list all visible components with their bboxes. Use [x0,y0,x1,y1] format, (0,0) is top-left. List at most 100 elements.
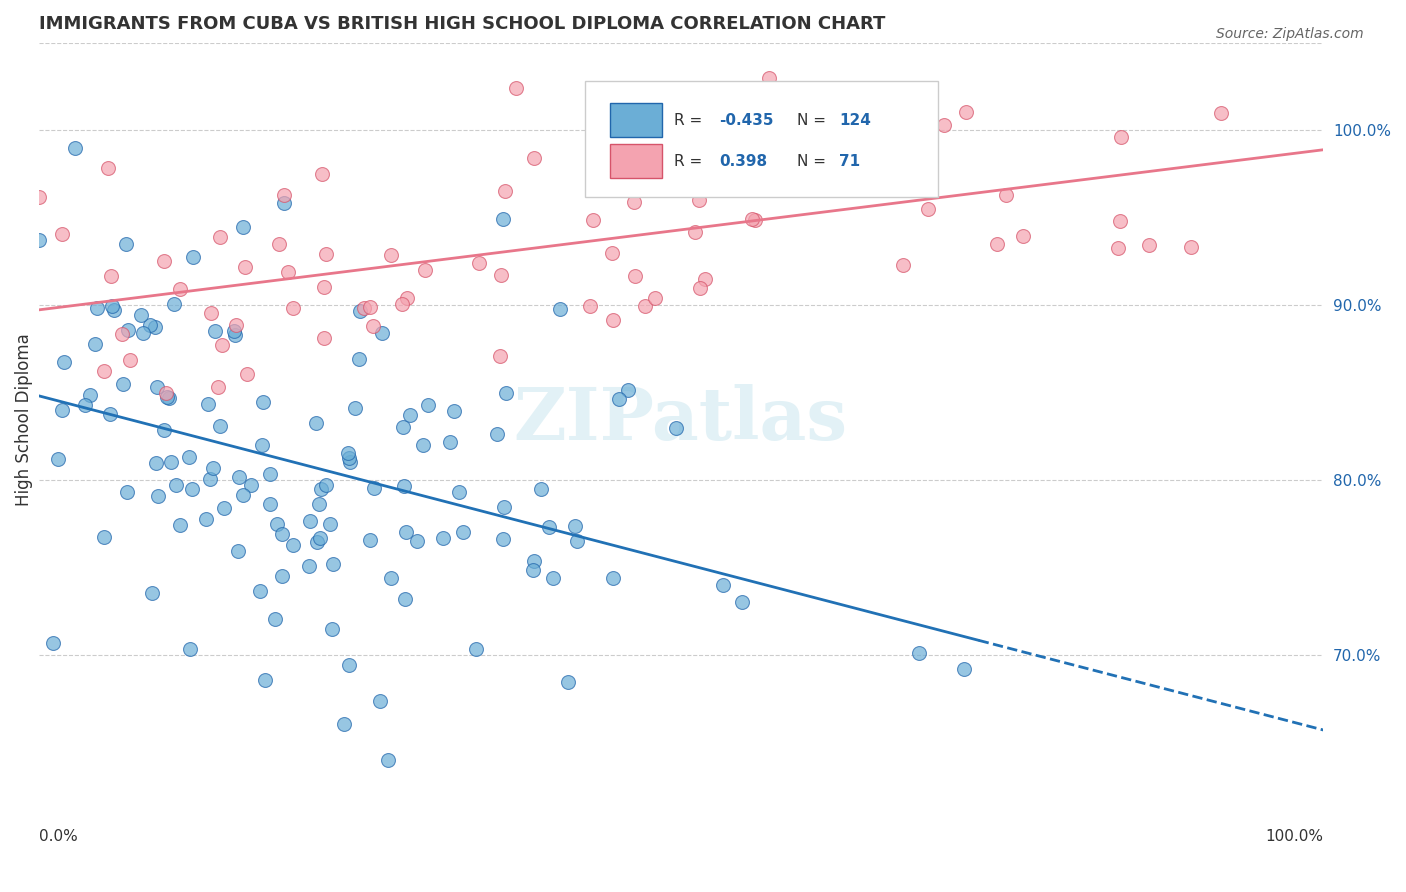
British [581,212,603,227]
British [932,118,955,132]
Immigrants from Cuba [200,472,222,486]
British [225,318,247,332]
Immigrants from Cuba [368,694,391,708]
Immigrants from Cuba [492,211,515,226]
Immigrants from Cuba [146,489,169,503]
Immigrants from Cuba [194,512,217,526]
Text: ZIPatlas: ZIPatlas [513,384,848,455]
FancyBboxPatch shape [585,80,938,197]
British [644,291,666,305]
Immigrants from Cuba [152,423,174,437]
Immigrants from Cuba [141,586,163,600]
FancyBboxPatch shape [610,103,662,137]
Immigrants from Cuba [273,196,295,211]
British [468,256,491,270]
British [1180,240,1202,254]
Immigrants from Cuba [305,416,328,430]
Immigrants from Cuba [162,296,184,310]
Immigrants from Cuba [451,524,474,539]
British [169,282,191,296]
Immigrants from Cuba [392,478,415,492]
Immigrants from Cuba [309,531,332,545]
British [1209,106,1232,120]
Immigrants from Cuba [319,516,342,531]
British [917,202,939,216]
British [889,112,911,127]
British [155,385,177,400]
Text: Source: ZipAtlas.com: Source: ZipAtlas.com [1216,27,1364,41]
Immigrants from Cuba [557,675,579,690]
Immigrants from Cuba [157,391,180,405]
Immigrants from Cuba [156,390,179,404]
Immigrants from Cuba [359,533,381,547]
Immigrants from Cuba [212,501,235,516]
Immigrants from Cuba [332,717,354,731]
Immigrants from Cuba [399,408,422,422]
British [207,379,229,393]
British [891,258,914,272]
Immigrants from Cuba [181,482,204,496]
Text: IMMIGRANTS FROM CUBA VS BRITISH HIGH SCHOOL DIPLOMA CORRELATION CHART: IMMIGRANTS FROM CUBA VS BRITISH HIGH SCH… [38,15,884,33]
Immigrants from Cuba [145,456,167,470]
Immigrants from Cuba [339,657,361,672]
British [634,299,657,313]
British [315,247,337,261]
British [494,184,516,198]
Text: N =: N = [797,113,831,128]
Immigrants from Cuba [202,460,225,475]
British [623,194,645,209]
Immigrants from Cuba [51,402,73,417]
Immigrants from Cuba [52,355,75,369]
British [640,166,662,180]
Immigrants from Cuba [232,219,254,234]
Immigrants from Cuba [711,577,734,591]
Immigrants from Cuba [607,392,630,407]
Immigrants from Cuba [259,497,281,511]
British [693,272,716,286]
Immigrants from Cuba [337,450,360,465]
Text: 0.398: 0.398 [720,154,768,169]
FancyBboxPatch shape [610,145,662,178]
Immigrants from Cuba [538,520,561,534]
British [744,213,766,227]
British [579,299,602,313]
Immigrants from Cuba [308,497,330,511]
Immigrants from Cuba [197,397,219,411]
Text: 71: 71 [839,154,860,169]
British [685,225,707,239]
Immigrants from Cuba [204,324,226,338]
British [353,301,375,315]
Immigrants from Cuba [541,571,564,585]
British [1137,237,1160,252]
Immigrants from Cuba [42,635,65,649]
British [209,230,232,244]
British [233,260,256,275]
British [359,300,381,314]
Immigrants from Cuba [406,533,429,548]
Immigrants from Cuba [908,646,931,660]
Immigrants from Cuba [371,326,394,341]
Immigrants from Cuba [100,299,122,313]
Text: R =: R = [675,154,707,169]
British [689,281,711,295]
Immigrants from Cuba [363,481,385,495]
British [758,70,780,85]
Immigrants from Cuba [495,386,517,401]
Text: -0.435: -0.435 [720,113,773,128]
British [391,297,413,311]
British [97,161,120,175]
Immigrants from Cuba [339,455,361,469]
British [811,102,834,116]
Immigrants from Cuba [177,450,200,464]
Immigrants from Cuba [412,438,434,452]
Immigrants from Cuba [139,318,162,333]
Immigrants from Cuba [159,455,181,469]
British [51,227,73,242]
British [1012,229,1035,244]
Immigrants from Cuba [252,438,274,452]
British [314,280,336,294]
Immigrants from Cuba [86,301,108,315]
Immigrants from Cuba [564,519,586,533]
Immigrants from Cuba [249,584,271,599]
Text: 0.0%: 0.0% [38,830,77,844]
